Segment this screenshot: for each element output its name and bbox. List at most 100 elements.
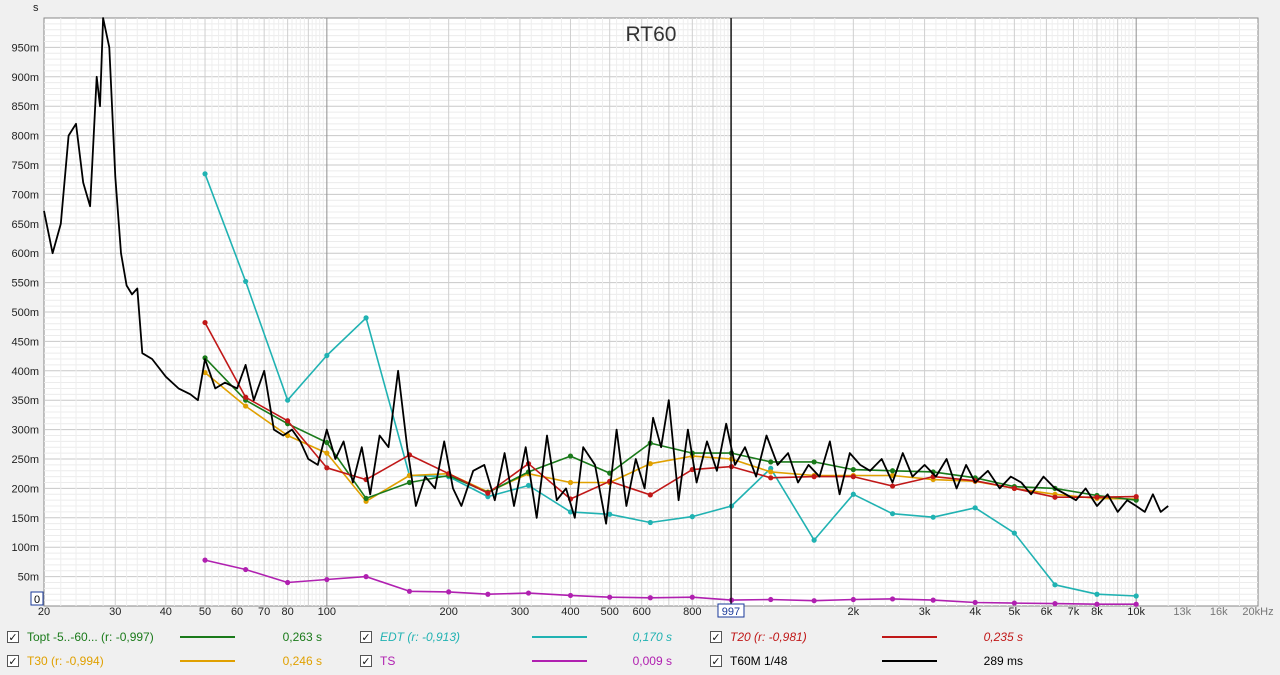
legend-item: ✓ T30 (r: -0,994) 0,246 s [0,652,1280,670]
data-point [285,579,291,586]
data-point [811,598,817,604]
x-tick-label: 4k [969,606,981,618]
legend-item: ✓ TS 0,009 s [0,652,1280,670]
data-point [202,171,208,177]
x-tick-label: 2k [848,606,860,618]
data-point [1133,601,1139,607]
data-point [363,315,369,321]
y-zero-box: 0 [30,591,44,606]
legend-value: 0,009 s [632,654,672,668]
legend-item: ✓ T20 (r: -0,981) 0,235 s [0,628,1280,646]
y-tick-label: 450m [11,336,39,348]
data-point [689,594,695,600]
legend-item: ✓ T60M 1/48 289 ms [0,652,1280,670]
data-point [1052,494,1058,500]
data-point [850,596,856,603]
rt60-chart: 50m 100m 150m 200m 250m 300m 350m 400m 450m 500m 5… [11,2,1274,618]
data-point [1052,582,1058,588]
y-tick-label: 500m [11,307,39,319]
data-point [1094,591,1100,597]
data-point [243,403,249,409]
data-point [972,505,978,511]
x-tick-label: 400 [561,606,579,618]
series-t60m-1-48 [43,17,1169,525]
y-tick-label: 250m [11,454,39,466]
legend-swatch [882,636,937,638]
data-point [647,595,653,601]
legend-value: 289 ms [983,654,1023,668]
series-group [43,17,1169,607]
legend-label: EDT (r: -0,913) [380,630,461,644]
data-point [202,355,208,361]
legend-checkbox[interactable]: ✓ [710,655,722,668]
x-tick-label: 5k [1009,606,1021,618]
x-tick-label: 7k [1068,606,1080,618]
data-point [525,590,532,596]
data-point [607,594,613,600]
data-point [324,352,330,359]
data-point [972,599,978,606]
data-point [607,511,613,517]
y-tick-label: 950m [11,42,39,54]
x-tick-label: 100 [318,606,336,618]
x-tick-label: 70 [258,606,270,618]
legend-checkbox[interactable]: ✓ [7,655,19,668]
legend-value: 0,263 s [282,630,322,644]
data-point [285,418,291,424]
y-tick-label: 300m [11,425,39,437]
data-point [647,519,653,526]
data-point [567,479,574,486]
legend-swatch [180,636,235,638]
frequency-cursor[interactable]: 997 [717,18,745,618]
data-point [850,491,856,497]
x-tick-label: 600 [633,606,651,618]
data-point [1011,485,1017,491]
y-tick-label: 350m [11,395,39,407]
y-tick-label: 800m [11,131,39,143]
x-tick-label: 16k [1210,606,1228,618]
legend-label: T20 (r: -0,981) [730,630,807,644]
data-point [930,514,936,520]
data-point [363,574,369,580]
x-axis-ticks: 20 30 40 50 60 70 80 100 200 300 400 500 600 800 2k 3k 4… [38,606,1274,618]
x-tick-label: 500 [601,606,619,618]
series-line [204,357,1137,501]
x-tick-label: 800 [683,606,701,618]
y-axis-ticks: 50m 100m 150m 200m 250m 300m 350m 400m 450m 500m 5… [11,42,39,583]
data-point [285,397,291,403]
legend-checkbox[interactable]: ✓ [360,655,372,668]
data-point [768,459,774,465]
data-point [1011,530,1017,536]
y-tick-label: 550m [11,278,39,290]
data-point [811,459,817,465]
y-zero-label: 0 [34,594,40,606]
x-tick-label: 20kHz [1242,606,1273,618]
data-point [1052,601,1058,607]
data-point [647,492,653,498]
legend-checkbox[interactable]: ✓ [360,631,372,644]
cursor-box[interactable] [717,603,745,618]
x-tick-label: 6k [1041,606,1053,618]
grid [44,18,1258,606]
legend-checkbox[interactable]: ✓ [710,631,722,644]
y-tick-label: 600m [11,248,39,260]
data-point [363,495,369,501]
data-point [446,589,452,595]
x-tick-label: 30 [109,606,121,618]
data-point [243,394,249,400]
legend-swatch [882,660,937,662]
y-tick-label: 200m [11,483,39,495]
y-tick-label: 150m [11,513,39,525]
y-tick-label: 750m [11,160,39,172]
legend-swatch [180,660,235,662]
y-tick-label: 850m [11,101,39,113]
data-point [324,439,330,446]
data-point [689,514,695,520]
chart-title: RT60 [626,23,677,46]
legend: ✓ Topt -5..-60... (r: -0,997) 0,263 s ✓ EDT … [0,622,1280,675]
data-point [850,466,856,473]
legend-label: Topt -5..-60... (r: -0,997) [27,630,154,644]
legend-checkbox[interactable]: ✓ [7,631,19,644]
legend-value: 0,246 s [282,654,322,668]
legend-swatch [532,636,587,638]
